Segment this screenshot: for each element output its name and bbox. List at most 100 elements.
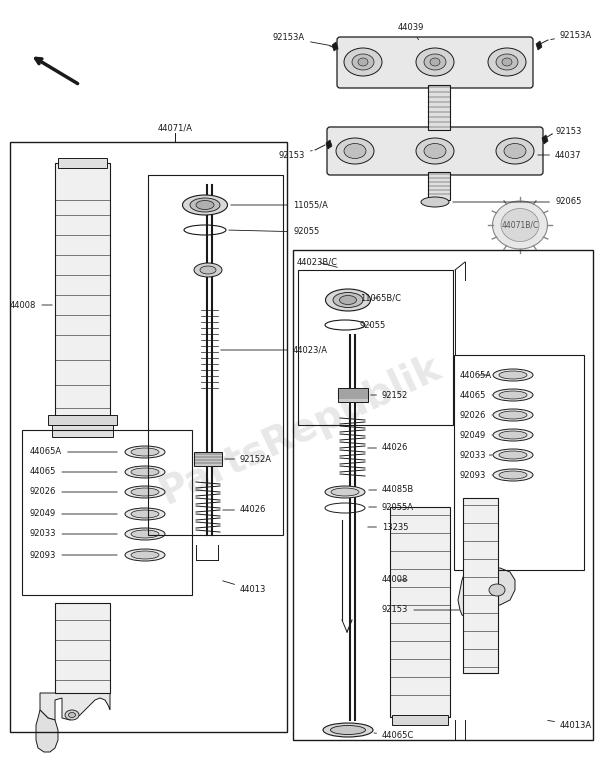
Bar xyxy=(48,415,117,425)
Ellipse shape xyxy=(131,551,159,559)
Text: 11055/A: 11055/A xyxy=(231,201,328,209)
Text: 92026: 92026 xyxy=(460,411,492,419)
Text: 44071B/C: 44071B/C xyxy=(502,221,539,229)
Ellipse shape xyxy=(493,409,533,421)
Ellipse shape xyxy=(131,530,159,538)
Polygon shape xyxy=(480,568,515,605)
Bar xyxy=(428,172,450,200)
Ellipse shape xyxy=(331,725,365,735)
Text: 44065: 44065 xyxy=(30,467,117,477)
Bar xyxy=(390,507,450,717)
Ellipse shape xyxy=(125,446,165,458)
Text: 44065A: 44065A xyxy=(460,370,492,380)
Text: 92026: 92026 xyxy=(30,487,117,497)
Ellipse shape xyxy=(125,549,165,561)
Bar xyxy=(55,163,110,421)
Ellipse shape xyxy=(489,584,505,596)
Text: 44026: 44026 xyxy=(368,443,409,453)
Text: 92055A: 92055A xyxy=(369,502,414,512)
Ellipse shape xyxy=(200,266,216,274)
Ellipse shape xyxy=(499,391,527,399)
Ellipse shape xyxy=(501,208,539,242)
Bar xyxy=(194,452,222,466)
Ellipse shape xyxy=(344,48,382,76)
Ellipse shape xyxy=(499,451,527,459)
Ellipse shape xyxy=(131,448,159,456)
Ellipse shape xyxy=(131,488,159,496)
Ellipse shape xyxy=(496,54,518,70)
Bar xyxy=(428,85,450,130)
Ellipse shape xyxy=(194,263,222,277)
Bar xyxy=(293,250,593,740)
Text: 92055: 92055 xyxy=(360,321,386,329)
Ellipse shape xyxy=(424,54,446,70)
Ellipse shape xyxy=(504,143,526,159)
Ellipse shape xyxy=(331,488,359,496)
Text: 92153A: 92153A xyxy=(551,30,592,40)
Ellipse shape xyxy=(325,289,371,311)
Ellipse shape xyxy=(421,197,449,207)
Ellipse shape xyxy=(502,58,512,66)
Text: 44023/A: 44023/A xyxy=(221,346,328,354)
Text: 44008: 44008 xyxy=(382,576,409,584)
Text: 11065B/C: 11065B/C xyxy=(360,294,401,302)
Text: 44008: 44008 xyxy=(10,301,52,309)
Text: 92153: 92153 xyxy=(382,605,459,615)
Bar xyxy=(454,355,584,570)
Ellipse shape xyxy=(68,712,76,718)
Ellipse shape xyxy=(182,195,227,215)
Bar xyxy=(298,270,453,425)
Ellipse shape xyxy=(499,411,527,419)
Polygon shape xyxy=(36,710,58,752)
Polygon shape xyxy=(332,42,338,51)
Text: 92065: 92065 xyxy=(453,198,581,206)
Text: 92152A: 92152A xyxy=(225,454,272,463)
Text: 92153A: 92153A xyxy=(273,33,330,46)
Ellipse shape xyxy=(493,389,533,401)
Bar xyxy=(55,603,110,693)
Text: 92033: 92033 xyxy=(460,450,492,460)
Ellipse shape xyxy=(131,510,159,518)
Ellipse shape xyxy=(493,449,533,461)
Text: 44039: 44039 xyxy=(398,23,424,40)
Polygon shape xyxy=(536,41,542,50)
Text: 92153: 92153 xyxy=(278,150,312,160)
Text: PartsRepublik: PartsRepublik xyxy=(153,348,447,512)
Ellipse shape xyxy=(125,508,165,520)
Ellipse shape xyxy=(499,371,527,379)
Ellipse shape xyxy=(358,58,368,66)
Text: 92093: 92093 xyxy=(30,550,117,560)
Ellipse shape xyxy=(131,468,159,476)
Ellipse shape xyxy=(323,723,373,737)
Ellipse shape xyxy=(493,429,533,441)
Bar xyxy=(58,158,107,168)
Bar xyxy=(148,175,283,535)
Bar xyxy=(392,715,448,725)
Text: 44023B/C: 44023B/C xyxy=(297,257,338,267)
Ellipse shape xyxy=(333,292,363,308)
Ellipse shape xyxy=(344,143,366,159)
Ellipse shape xyxy=(352,54,374,70)
Ellipse shape xyxy=(430,58,440,66)
Ellipse shape xyxy=(499,431,527,439)
Text: 92049: 92049 xyxy=(460,430,492,439)
Text: 44065: 44065 xyxy=(460,391,492,399)
Text: 44013A: 44013A xyxy=(548,721,592,729)
Polygon shape xyxy=(542,135,548,144)
Ellipse shape xyxy=(196,201,214,209)
FancyBboxPatch shape xyxy=(327,127,543,175)
Text: 92033: 92033 xyxy=(30,529,117,539)
Ellipse shape xyxy=(424,143,446,159)
Bar xyxy=(22,430,192,595)
Text: 13235: 13235 xyxy=(368,522,409,532)
Polygon shape xyxy=(40,693,110,720)
Ellipse shape xyxy=(340,295,356,305)
Ellipse shape xyxy=(336,138,374,164)
Text: 92055: 92055 xyxy=(229,228,319,236)
Text: 44065A: 44065A xyxy=(30,447,117,456)
Ellipse shape xyxy=(416,48,454,76)
Ellipse shape xyxy=(496,138,534,164)
Text: 44037: 44037 xyxy=(538,150,581,160)
Ellipse shape xyxy=(416,138,454,164)
Text: 92152: 92152 xyxy=(371,391,408,399)
